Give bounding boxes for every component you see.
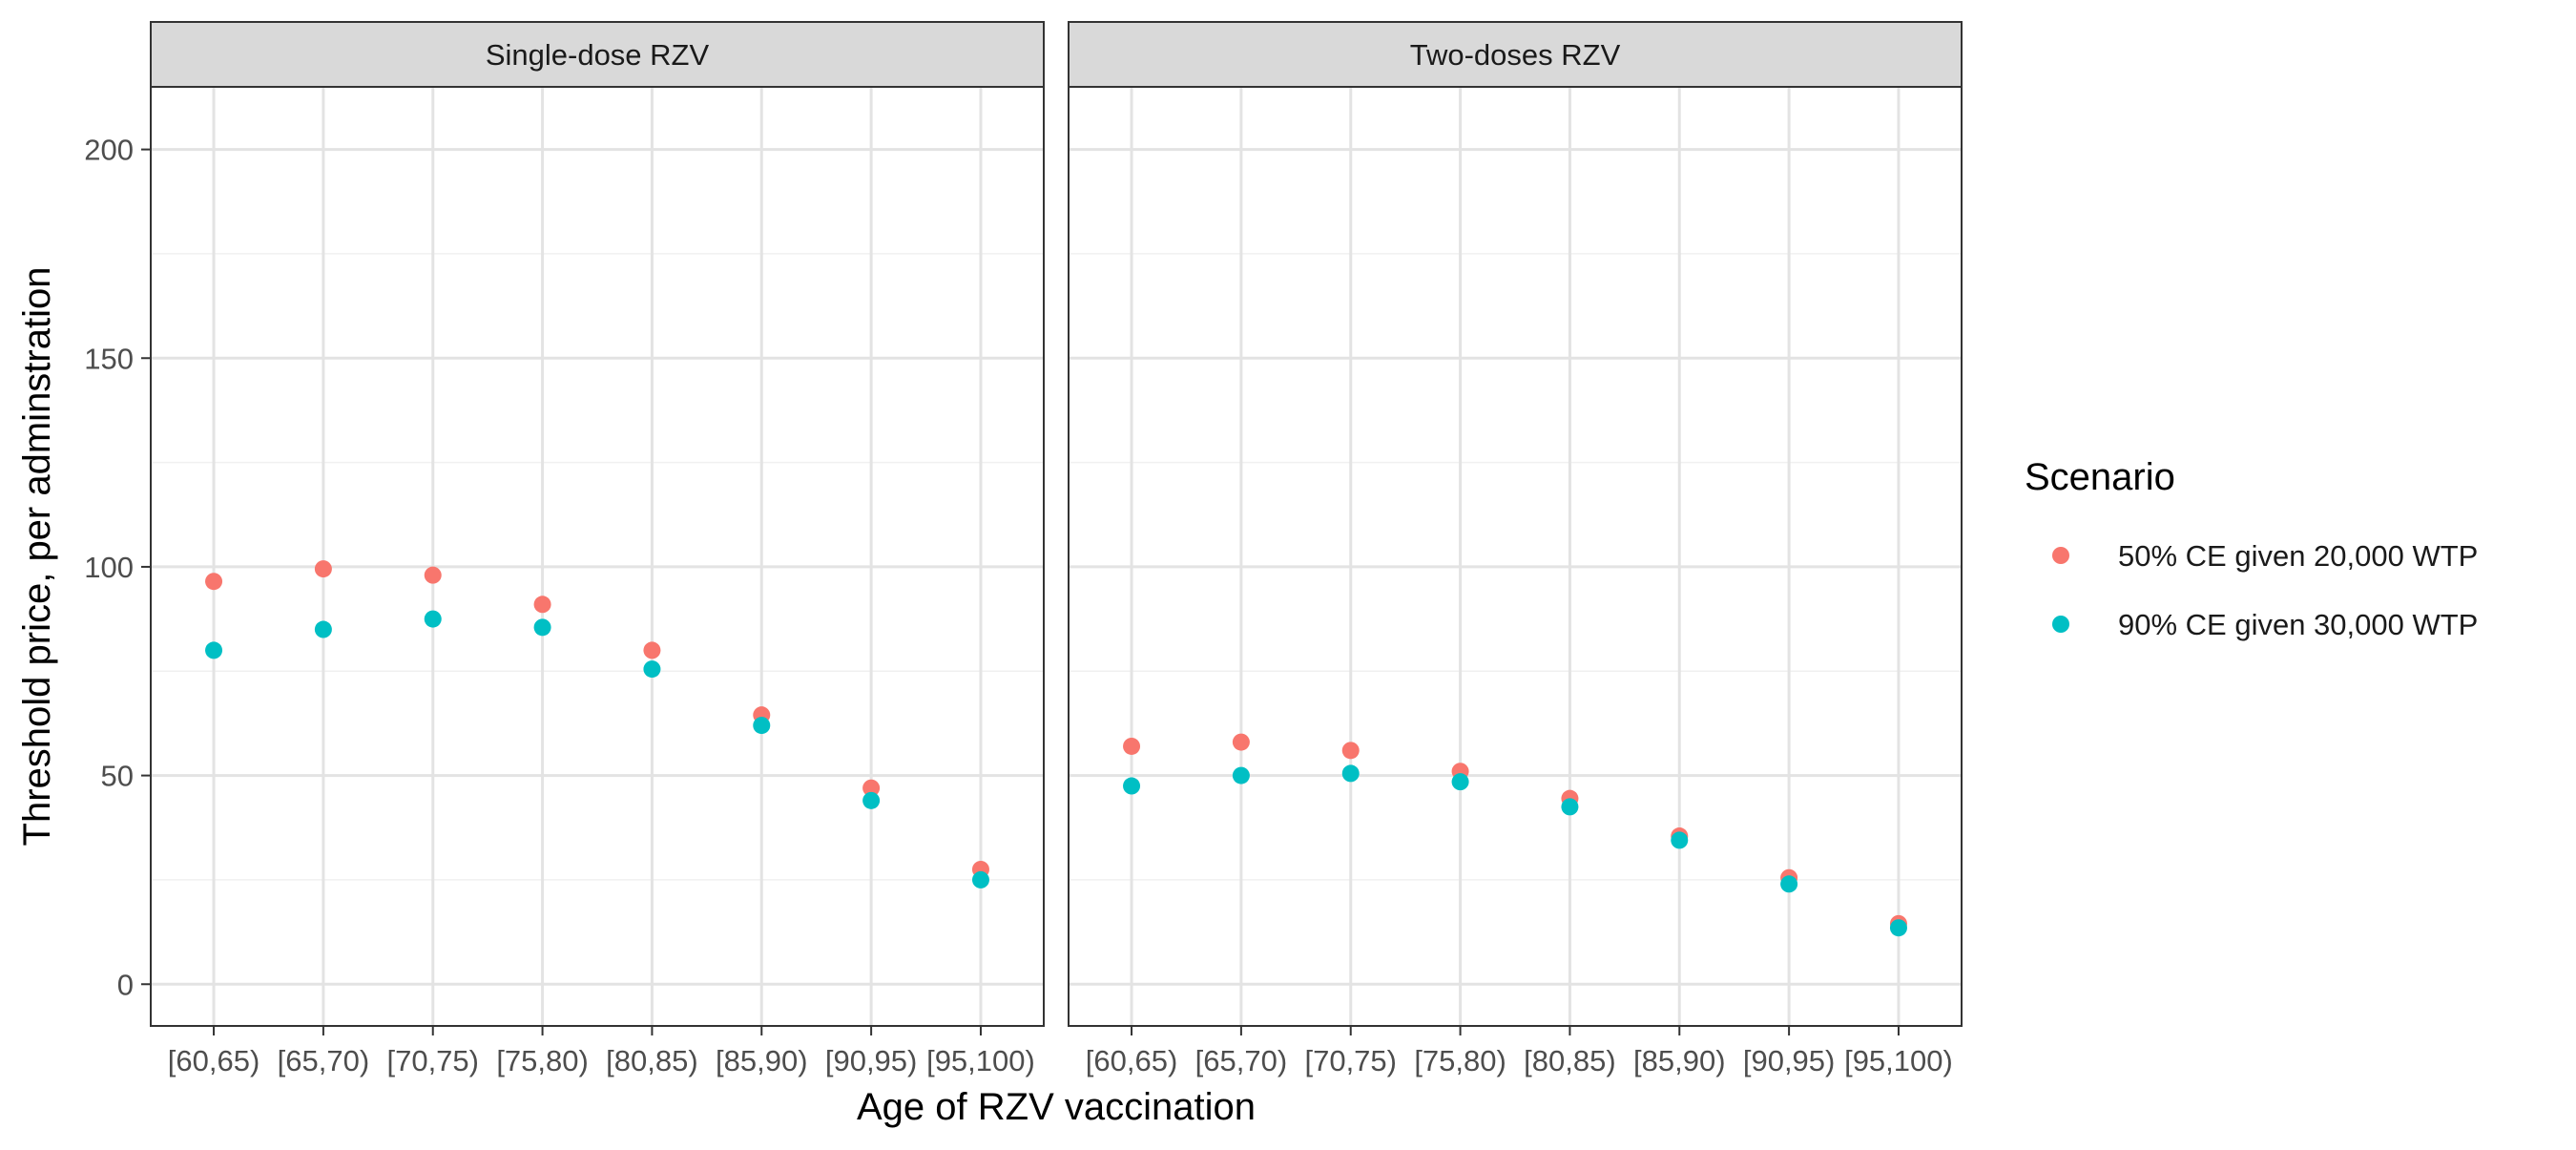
legend-label: 50% CE given 20,000 WTP xyxy=(2118,539,2478,573)
y-tick-label: 50 xyxy=(101,760,134,793)
x-tick-label: [65,70) xyxy=(1195,1044,1288,1077)
facet-title: Single-dose RZV xyxy=(486,38,710,72)
data-point xyxy=(862,791,881,809)
x-tick-label: [80,85) xyxy=(1524,1044,1616,1077)
data-point xyxy=(314,620,332,638)
data-point xyxy=(1561,798,1579,816)
data-point xyxy=(1123,777,1141,795)
x-tick-label: [75,80) xyxy=(1414,1044,1506,1077)
legend-marker xyxy=(2052,547,2069,564)
data-point xyxy=(424,566,442,584)
data-point xyxy=(1451,773,1469,791)
facet-strip xyxy=(1068,21,1963,88)
data-point xyxy=(643,660,661,679)
data-point xyxy=(1889,919,1907,937)
x-tick-label: [90,95) xyxy=(825,1044,918,1077)
legend-label: 90% CE given 30,000 WTP xyxy=(2118,608,2478,641)
data-point xyxy=(862,779,881,797)
data-point xyxy=(1341,764,1360,783)
data-point xyxy=(643,641,661,659)
data-point xyxy=(424,610,442,628)
x-tick-label: [90,95) xyxy=(1743,1044,1836,1077)
legend-marker xyxy=(2052,616,2069,633)
x-tick-label: [95,100) xyxy=(926,1044,1035,1077)
x-tick-label: [95,100) xyxy=(1844,1044,1953,1077)
data-point xyxy=(1671,831,1689,849)
y-tick-label: 150 xyxy=(84,342,134,375)
x-tick-label: [65,70) xyxy=(278,1044,370,1077)
legend-title: Scenario xyxy=(2025,456,2175,498)
x-tick-label: [70,75) xyxy=(386,1044,479,1077)
y-axis-title: Threshold price, per adminstration xyxy=(16,267,58,847)
x-tick-label: [75,80) xyxy=(496,1044,589,1077)
y-tick-label: 100 xyxy=(84,551,134,584)
data-point xyxy=(1123,737,1141,755)
data-point xyxy=(1232,766,1250,784)
data-point xyxy=(1232,733,1250,751)
data-point xyxy=(971,870,989,889)
data-point xyxy=(205,573,223,591)
facet-title: Two-doses RZV xyxy=(1410,38,1621,72)
data-point xyxy=(533,596,551,614)
x-tick-label: [70,75) xyxy=(1304,1044,1397,1077)
x-tick-label: [60,65) xyxy=(1086,1044,1178,1077)
data-point xyxy=(753,717,771,735)
panel-background xyxy=(151,87,1044,1026)
x-tick-label: [85,90) xyxy=(1633,1044,1726,1077)
x-tick-label: [80,85) xyxy=(606,1044,698,1077)
data-point xyxy=(205,641,223,659)
x-axis-title: Age of RZV vaccination xyxy=(857,1086,1256,1128)
y-tick-label: 0 xyxy=(117,968,134,1001)
data-point xyxy=(533,618,551,637)
x-tick-label: [60,65) xyxy=(168,1044,260,1077)
panel-background xyxy=(1069,87,1962,1026)
y-tick-label: 200 xyxy=(84,134,134,167)
x-tick-label: [85,90) xyxy=(716,1044,808,1077)
facet-strip xyxy=(150,21,1045,88)
data-point xyxy=(1341,742,1360,760)
data-point xyxy=(1780,875,1798,893)
data-point xyxy=(314,560,332,578)
